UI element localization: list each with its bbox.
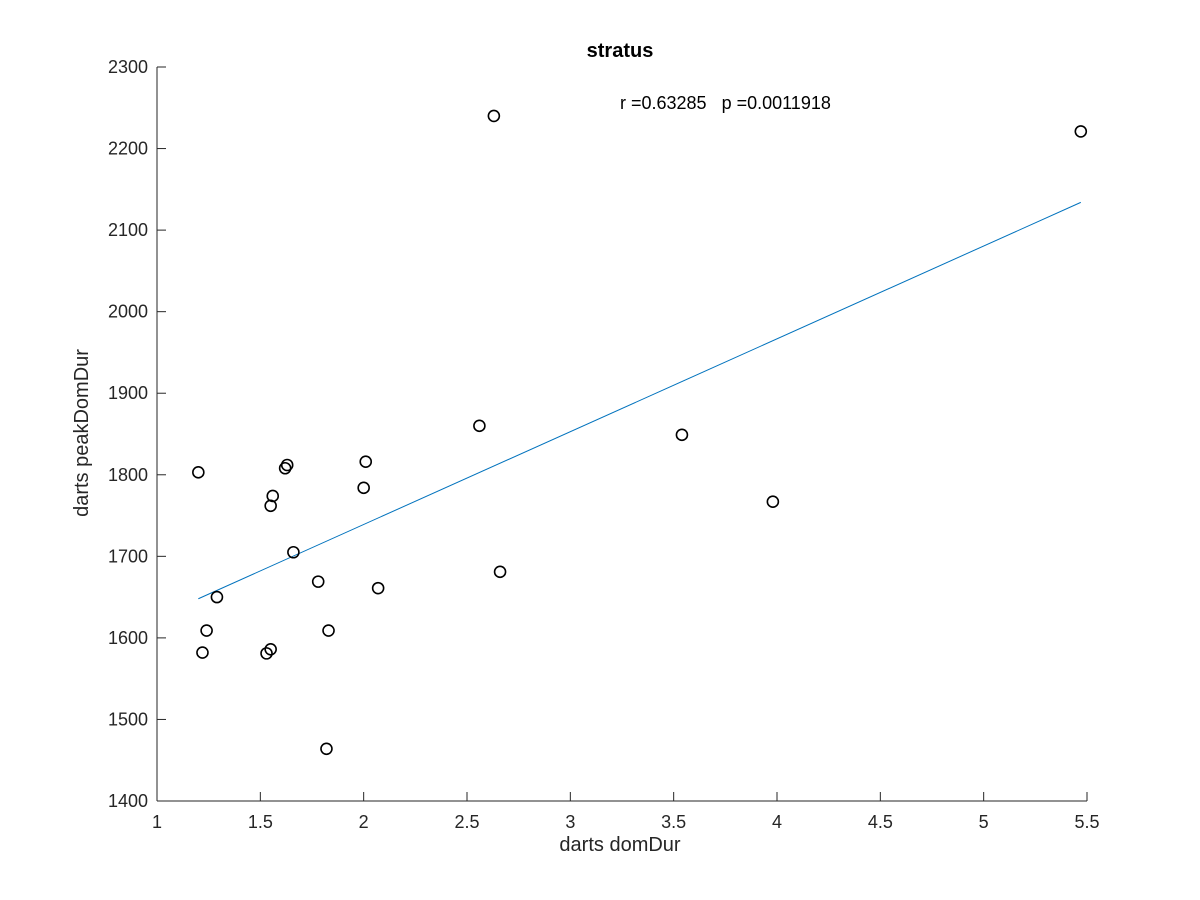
x-tick-label: 4.5 [868,812,893,832]
x-tick-label: 2.5 [454,812,479,832]
y-tick-label: 1700 [108,546,148,566]
y-tick-label: 1400 [108,791,148,811]
x-tick-label: 5.5 [1074,812,1099,832]
x-tick-label: 2 [359,812,369,832]
data-point [359,455,373,469]
data-point [322,624,335,637]
fit-line-layer [198,201,1082,600]
x-tick-label: 1.5 [248,812,273,832]
data-point [311,575,325,588]
correlation-annotation: r =0.63285 p =0.0011918 [620,93,831,113]
data-point [487,109,501,123]
axes: 1 1.5 2 2.5 3 3.5 4 4.5 5 5.5 1400 1500 1600 1700 1800… [108,57,1100,832]
chart-title: stratus [587,40,654,62]
data-point [493,565,507,579]
data-point [766,495,780,508]
x-tick-label: 1 [152,812,162,832]
y-axis-label: darts peakDomDur [71,349,93,517]
data-point [264,643,277,656]
data-point [260,647,273,660]
x-tick-label: 3 [565,812,575,832]
regression-line [198,201,1082,600]
data-point [675,428,689,442]
x-axis-label: darts domDur [559,834,680,856]
y-tick-label: 2200 [108,139,148,159]
data-point [473,419,486,433]
data-point [266,489,280,503]
x-tick-label: 4 [772,812,782,832]
data-point [210,590,224,604]
y-tick-label: 1500 [108,709,148,729]
data-point [196,646,209,659]
y-tick-label: 2000 [108,302,148,322]
data-point [280,458,294,472]
data-point [1074,125,1088,138]
y-tick-label: 2100 [108,220,148,240]
data-points [192,109,1088,756]
x-tick-label: 3.5 [661,812,686,832]
data-point [192,466,205,479]
data-point [200,624,213,637]
data-point [320,742,333,756]
data-point [357,481,370,495]
data-point [287,545,300,559]
y-tick-label: 1900 [108,383,148,403]
y-tick-label: 1800 [108,465,148,485]
data-point [371,581,385,595]
y-tick-label: 1600 [108,628,148,648]
x-tick-label: 5 [979,812,989,832]
y-tick-label: 2300 [108,57,148,77]
